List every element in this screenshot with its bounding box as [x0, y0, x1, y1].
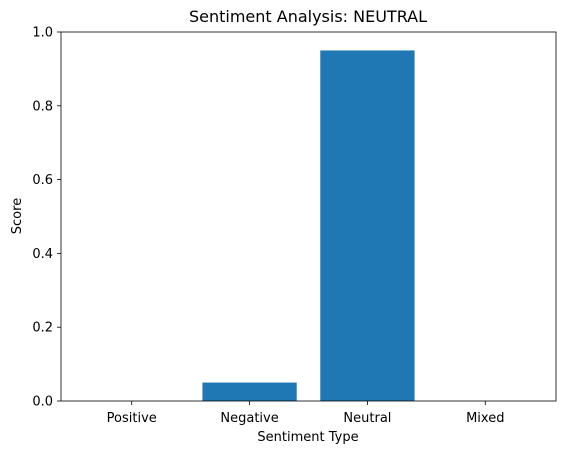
- x-axis-label: Sentiment Type: [257, 430, 358, 445]
- y-tick-label: 0.4: [32, 247, 53, 262]
- plot-frame: [60, 31, 557, 402]
- y-tick-label: 0.0: [32, 395, 53, 410]
- x-tick-label: Mixed: [466, 411, 504, 426]
- x-tick-label: Neutral: [343, 411, 391, 426]
- plot-area: 0.0 0.2 0.4 0.6 0.8 1.0 Positive Negative Neutr…: [32, 26, 557, 426]
- y-tick-label: 0.6: [32, 173, 53, 188]
- x-axis-ticks: Positive Negative Neutral Mixed: [107, 401, 504, 426]
- chart-title: Sentiment Analysis: NEUTRAL: [189, 7, 427, 26]
- y-tick-label: 1.0: [32, 26, 53, 41]
- bar-negative: [202, 382, 297, 401]
- y-tick-label: 0.8: [32, 99, 53, 114]
- x-tick-label: Positive: [107, 411, 157, 426]
- bar-neutral: [320, 50, 415, 401]
- bars-group: [202, 50, 415, 401]
- y-tick-label: 0.2: [32, 321, 53, 336]
- y-axis-label: Score: [10, 198, 25, 234]
- x-tick-label: Negative: [220, 411, 278, 426]
- y-axis-ticks: 0.0 0.2 0.4 0.6 0.8 1.0: [32, 26, 61, 410]
